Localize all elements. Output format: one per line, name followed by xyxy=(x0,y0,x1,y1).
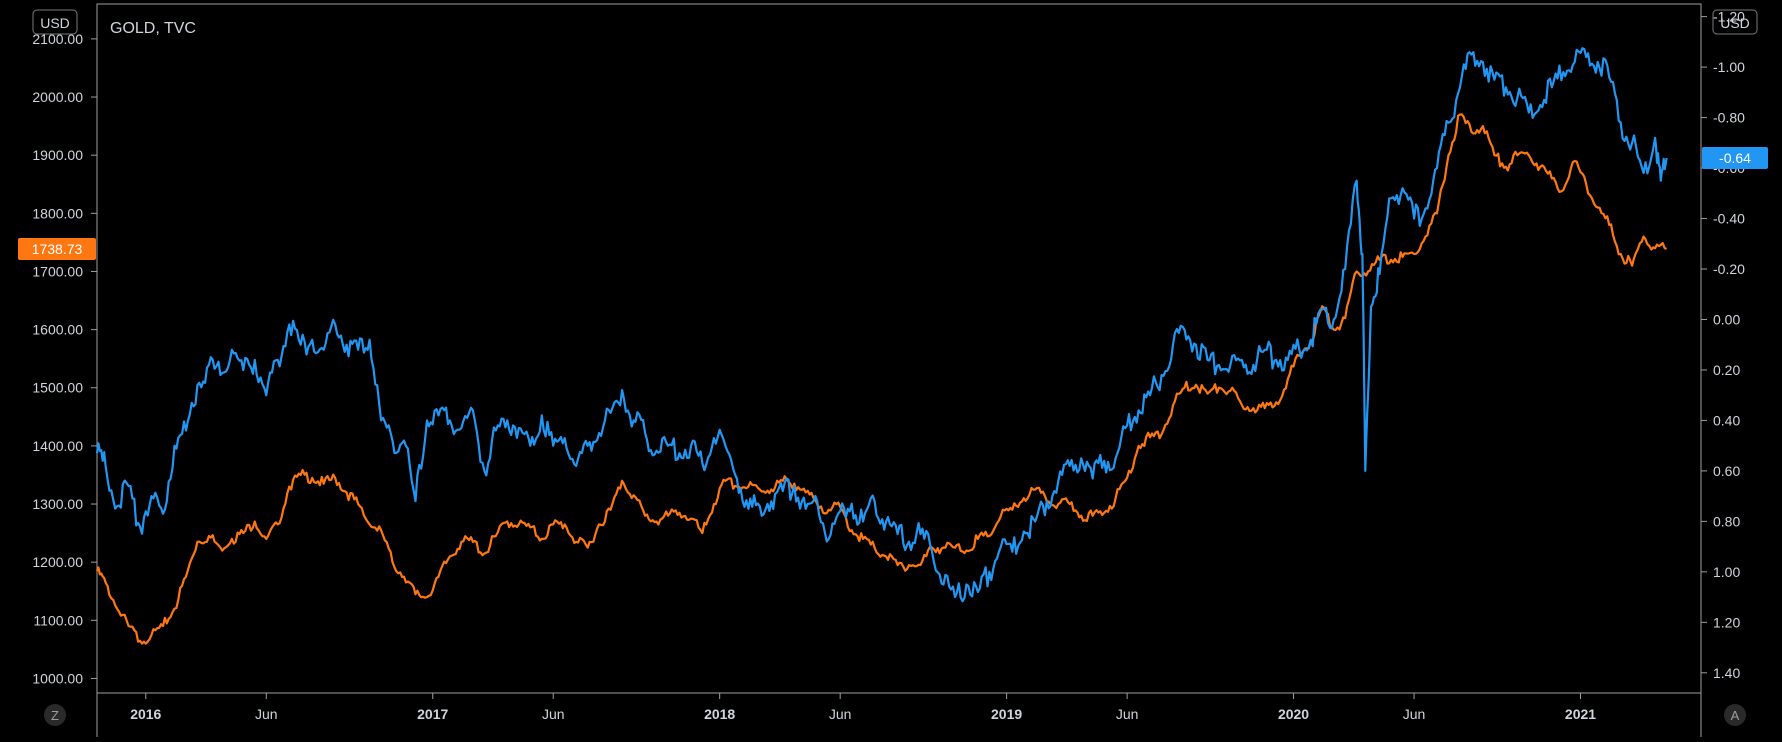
right-axis: -1.20-1.00-0.80-0.60-0.40-0.200.000.200.… xyxy=(1701,9,1745,681)
right-currency-badge[interactable]: USD xyxy=(1712,9,1758,35)
gold-last-price-label: 1738.73 xyxy=(32,241,83,257)
time-axis-tick-label: 2017 xyxy=(417,706,448,722)
time-axis-tick-label: Jun xyxy=(255,706,278,722)
left-axis-tick-label: 1200.00 xyxy=(32,554,83,570)
left-axis-tick-label: 1100.00 xyxy=(33,612,83,628)
left-currency-badge[interactable]: USD xyxy=(32,9,78,35)
left-axis-tick-label: 1900.00 xyxy=(32,147,83,163)
auto-scale-button[interactable]: A xyxy=(1724,704,1746,726)
time-axis-tick-label: 2021 xyxy=(1565,706,1596,722)
right-axis-tick-label: 0.20 xyxy=(1713,362,1740,378)
left-axis-tick-label: 1000.00 xyxy=(32,670,83,686)
yield-last-value-badge: -0.64 xyxy=(1702,146,1768,169)
time-axis-tick-label: Jun xyxy=(829,706,852,722)
right-axis-tick-label: -0.20 xyxy=(1713,261,1745,277)
time-axis-tick-label: Jun xyxy=(1116,706,1139,722)
gold-price-line xyxy=(95,113,1668,645)
right-currency-label: USD xyxy=(1720,15,1750,31)
time-axis-tick-label: 2018 xyxy=(704,706,735,722)
series-layer xyxy=(95,47,1668,645)
left-axis-tick-label: 1300.00 xyxy=(32,496,83,512)
right-axis-tick-label: 0.80 xyxy=(1713,513,1740,529)
right-axis-tick-label: -1.00 xyxy=(1713,59,1745,75)
left-axis-tick-label: 1600.00 xyxy=(32,322,83,338)
left-axis-tick-label: 1800.00 xyxy=(32,205,83,221)
time-axis-tick-label: Jun xyxy=(1403,706,1426,722)
chart-title: GOLD, TVC xyxy=(110,20,196,37)
left-currency-label: USD xyxy=(40,15,70,31)
left-axis-tick-label: 1400.00 xyxy=(32,438,83,454)
left-axis-tick-label: 2100.00 xyxy=(32,31,83,47)
right-axis-tick-label: 0.00 xyxy=(1713,311,1740,327)
yield-last-value-label: -0.64 xyxy=(1719,150,1751,166)
right-axis-tick-label: 0.40 xyxy=(1713,412,1740,428)
left-axis: 1000.00 1100.00 1200.00 1300.00 1400.00 1500.… xyxy=(32,31,97,686)
right-axis-tick-label: 1.20 xyxy=(1713,614,1740,630)
time-axis-tick-label: 2019 xyxy=(991,706,1022,722)
left-axis-tick-label: 1700.00 xyxy=(32,263,83,279)
time-axis-tick-label: Jun xyxy=(542,706,565,722)
plot-area-border xyxy=(96,3,1702,694)
right-axis-tick-label: 0.60 xyxy=(1713,463,1740,479)
right-axis-tick-label: 1.40 xyxy=(1713,665,1740,681)
scale-mode-button-label: Z xyxy=(51,708,59,723)
time-axis-tick-label: 2016 xyxy=(130,706,161,722)
right-axis-tick-label: -0.40 xyxy=(1713,211,1745,227)
right-axis-tick-label: -1.20 xyxy=(1713,9,1745,25)
time-axis-tick-label: 2020 xyxy=(1278,706,1309,722)
right-axis-tick-label: 1.00 xyxy=(1713,564,1740,580)
scale-mode-button[interactable]: Z xyxy=(44,704,66,726)
left-axis-tick-label: 2000.00 xyxy=(32,89,83,105)
left-axis-tick-label: 1500.00 xyxy=(32,380,83,396)
real-yield-line xyxy=(95,47,1668,603)
time-axis: 2016 Jun 2017 Jun 2018 Jun 2019 Jun 2020 Jun 2021 xyxy=(130,693,1596,722)
gold-last-price-badge: 1738.73 xyxy=(18,237,96,260)
auto-scale-button-label: A xyxy=(1731,708,1740,723)
right-axis-tick-label: -0.80 xyxy=(1713,110,1745,126)
